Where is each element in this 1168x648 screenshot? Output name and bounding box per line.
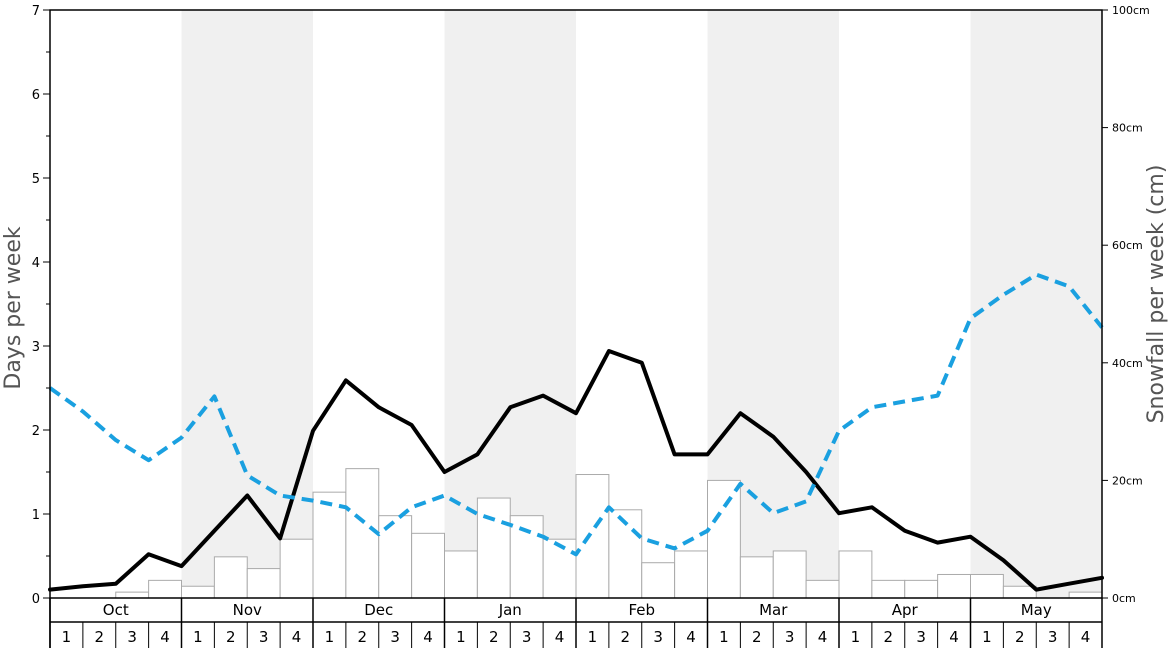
week-label: 1 xyxy=(456,628,466,646)
month-label-oct: Oct xyxy=(103,601,129,619)
right-tick-label: 100cm xyxy=(1112,4,1150,17)
solid-black-series-line xyxy=(48,349,1104,592)
snowfall-bar xyxy=(411,532,445,599)
month-label-dec: Dec xyxy=(364,601,393,619)
snowfall-bar xyxy=(181,585,215,599)
left-axis-title: Days per week xyxy=(1,226,26,389)
left-tick-label: 6 xyxy=(32,88,40,103)
snowfall-bar xyxy=(739,556,774,599)
week-label: 3 xyxy=(127,628,137,646)
dashed-blue-series-line xyxy=(48,272,1104,557)
snowfall-bar xyxy=(148,579,182,599)
snowfall-bar xyxy=(805,579,840,599)
week-label: 3 xyxy=(916,628,926,646)
month-label-may: May xyxy=(1021,601,1052,619)
week-label: 3 xyxy=(522,628,532,646)
left-tick-label: 4 xyxy=(32,256,40,271)
month-label-nov: Nov xyxy=(233,601,262,619)
right-tick-label: 60cm xyxy=(1112,239,1143,252)
week-label: 1 xyxy=(851,628,861,646)
week-label: 3 xyxy=(259,628,269,646)
left-tick-label: 7 xyxy=(32,4,40,19)
snowfall-bar xyxy=(871,579,906,599)
snowfall-bar xyxy=(1068,591,1103,599)
week-label: 4 xyxy=(949,628,959,646)
week-label: 3 xyxy=(785,628,795,646)
snowfall-bar xyxy=(970,573,1004,599)
right-tick-label: 0cm xyxy=(1112,592,1136,605)
snowfall-bar xyxy=(213,556,248,599)
snowfall-bar xyxy=(674,550,708,599)
week-label: 2 xyxy=(95,628,105,646)
right-tick-label: 80cm xyxy=(1112,122,1143,135)
week-label: 3 xyxy=(653,628,663,646)
snowfall-bar xyxy=(772,550,807,599)
snowfall-bar xyxy=(246,568,281,599)
week-label: 4 xyxy=(555,628,565,646)
left-tick-label: 0 xyxy=(32,592,40,607)
week-label: 1 xyxy=(588,628,598,646)
snowfall-bar xyxy=(641,562,676,599)
week-label: 2 xyxy=(1015,628,1025,646)
left-tick-label: 2 xyxy=(32,424,40,439)
month-label-apr: Apr xyxy=(892,601,919,619)
snowfall-bar xyxy=(707,479,741,599)
snowfall-bar xyxy=(279,538,314,599)
snowfall-bar xyxy=(904,579,939,599)
week-label: 2 xyxy=(752,628,762,646)
snowfall-bar xyxy=(476,497,511,599)
month-label-jan: Jan xyxy=(498,601,522,619)
snowfall-bar xyxy=(542,538,577,599)
left-tick-label: 3 xyxy=(32,340,40,355)
snowfall-bar xyxy=(937,573,971,599)
snowfall-bar xyxy=(509,515,544,599)
week-label: 4 xyxy=(686,628,696,646)
week-label: 4 xyxy=(292,628,302,646)
month-shade-nov xyxy=(181,10,313,598)
month-label-mar: Mar xyxy=(759,601,788,619)
week-label: 4 xyxy=(1081,628,1091,646)
week-label: 2 xyxy=(884,628,894,646)
week-label: 3 xyxy=(390,628,400,646)
week-label: 1 xyxy=(62,628,72,646)
week-label: 2 xyxy=(358,628,368,646)
snowfall-bar xyxy=(345,468,380,599)
left-tick-label: 1 xyxy=(32,508,40,523)
right-tick-label: 20cm xyxy=(1112,474,1143,487)
snowfall-bar xyxy=(444,550,478,599)
week-label: 1 xyxy=(193,628,203,646)
week-label: 2 xyxy=(489,628,499,646)
week-label: 4 xyxy=(423,628,433,646)
snowfall-bar xyxy=(575,474,610,599)
right-axis-title: Snowfall per week (cm) xyxy=(1144,165,1168,424)
week-label: 1 xyxy=(982,628,992,646)
week-label: 1 xyxy=(719,628,729,646)
week-label: 2 xyxy=(226,628,236,646)
week-label: 4 xyxy=(160,628,170,646)
snowfall-bar xyxy=(115,591,150,599)
month-label-feb: Feb xyxy=(628,601,655,619)
right-tick-label: 40cm xyxy=(1112,357,1143,370)
week-label: 1 xyxy=(325,628,335,646)
week-label: 4 xyxy=(818,628,828,646)
snowfall-bar xyxy=(838,550,873,599)
week-label: 2 xyxy=(621,628,631,646)
week-label: 3 xyxy=(1048,628,1058,646)
snowfall-bar xyxy=(1002,585,1037,599)
left-tick-label: 5 xyxy=(32,172,40,187)
